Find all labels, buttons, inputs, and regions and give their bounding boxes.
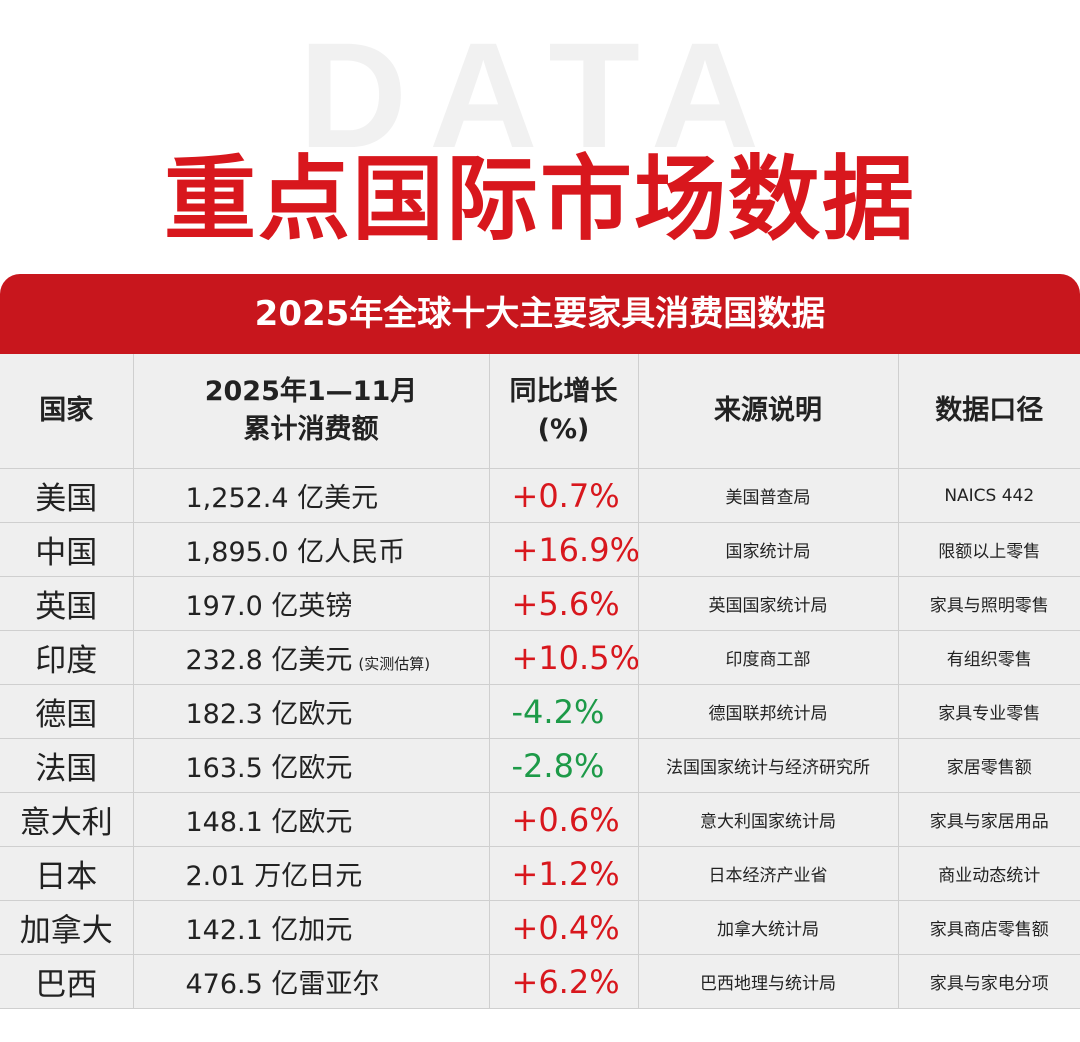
table-row: 加拿大 142.1 亿加元 +0.4% 加拿大统计局 家具商店零售额 bbox=[0, 900, 1080, 955]
header-scope: 数据口径 bbox=[897, 354, 1080, 469]
cell-country: 美国 bbox=[0, 468, 134, 523]
cell-scope: 限额以上零售 bbox=[897, 522, 1080, 577]
cell-source: 意大利国家统计局 bbox=[637, 792, 899, 847]
cell-source: 国家统计局 bbox=[637, 522, 899, 577]
value-amount: 2.01 万亿日元 bbox=[185, 861, 363, 892]
cell-growth: +0.6% bbox=[488, 792, 639, 847]
cell-value: 142.1 亿加元 bbox=[132, 900, 490, 955]
cell-scope: 家具商店零售额 bbox=[897, 900, 1080, 955]
cell-source: 美国普查局 bbox=[637, 468, 899, 523]
cell-scope: 家具与照明零售 bbox=[897, 576, 1080, 631]
table-row: 意大利 148.1 亿欧元 +0.6% 意大利国家统计局 家具与家居用品 bbox=[0, 792, 1080, 847]
cell-country: 德国 bbox=[0, 684, 134, 739]
cell-growth: +10.5% bbox=[488, 630, 639, 685]
cell-source: 英国国家统计局 bbox=[637, 576, 899, 631]
cell-country: 印度 bbox=[0, 630, 134, 685]
cell-scope: 家具与家电分项 bbox=[897, 954, 1080, 1009]
cell-value: 476.5 亿雷亚尔 bbox=[132, 954, 490, 1009]
cell-value: 163.5 亿欧元 bbox=[132, 738, 490, 793]
cell-country: 意大利 bbox=[0, 792, 134, 847]
cell-value: 1,252.4 亿美元 bbox=[132, 468, 490, 523]
value-amount: 197.0 亿英镑 bbox=[185, 591, 353, 622]
cell-value: 182.3 亿欧元 bbox=[132, 684, 490, 739]
table-row: 印度 232.8 亿美元 (实测估算) +10.5% 印度商工部 有组织零售 bbox=[0, 630, 1080, 685]
cell-growth: -2.8% bbox=[488, 738, 639, 793]
cell-growth: +16.9% bbox=[488, 522, 639, 577]
header-source: 来源说明 bbox=[637, 354, 899, 469]
cell-source: 印度商工部 bbox=[637, 630, 899, 685]
cell-source: 法国国家统计与经济研究所 bbox=[637, 738, 899, 793]
value-note: (实测估算) bbox=[358, 655, 431, 673]
value-amount: 148.1 亿欧元 bbox=[185, 807, 353, 838]
cell-growth: +6.2% bbox=[488, 954, 639, 1009]
cell-value: 148.1 亿欧元 bbox=[132, 792, 490, 847]
value-amount: 476.5 亿雷亚尔 bbox=[185, 969, 380, 1000]
watermark-text: DATA bbox=[298, 11, 782, 179]
cell-country: 中国 bbox=[0, 522, 134, 577]
table-row: 美国 1,252.4 亿美元 +0.7% 美国普查局 NAICS 442 bbox=[0, 468, 1080, 523]
header-value: 2025年1—11月 累计消费额 bbox=[132, 354, 490, 469]
cell-country: 英国 bbox=[0, 576, 134, 631]
cell-scope: 有组织零售 bbox=[897, 630, 1080, 685]
cell-scope: 家具与家居用品 bbox=[897, 792, 1080, 847]
table-row: 德国 182.3 亿欧元 -4.2% 德国联邦统计局 家具专业零售 bbox=[0, 684, 1080, 739]
cell-value: 1,895.0 亿人民币 bbox=[132, 522, 490, 577]
table-row: 中国 1,895.0 亿人民币 +16.9% 国家统计局 限额以上零售 bbox=[0, 522, 1080, 577]
data-table: 国家 2025年1—11月 累计消费额 同比增长 (%) 来源说明 数据口径 美国 1… bbox=[0, 354, 1080, 1009]
cell-value: 197.0 亿英镑 bbox=[132, 576, 490, 631]
cell-scope: 家居零售额 bbox=[897, 738, 1080, 793]
table-row: 法国 163.5 亿欧元 -2.8% 法国国家统计与经济研究所 家居零售额 bbox=[0, 738, 1080, 793]
cell-scope: NAICS 442 bbox=[897, 468, 1080, 523]
value-amount: 163.5 亿欧元 bbox=[185, 753, 353, 784]
cell-scope: 家具专业零售 bbox=[897, 684, 1080, 739]
cell-value: 232.8 亿美元 (实测估算) bbox=[132, 630, 490, 685]
cell-source: 加拿大统计局 bbox=[637, 900, 899, 955]
header-country: 国家 bbox=[0, 354, 134, 469]
value-amount: 1,895.0 亿人民币 bbox=[185, 537, 406, 568]
table-row: 日本 2.01 万亿日元 +1.2% 日本经济产业省 商业动态统计 bbox=[0, 846, 1080, 901]
page-title: 重点国际市场数据 bbox=[163, 146, 916, 253]
cell-source: 德国联邦统计局 bbox=[637, 684, 899, 739]
value-amount: 142.1 亿加元 bbox=[185, 915, 353, 946]
header-growth: 同比增长 (%) bbox=[488, 354, 639, 469]
table-banner: 2025年全球十大主要家具消费国数据 bbox=[0, 274, 1080, 354]
value-amount: 1,252.4 亿美元 bbox=[185, 483, 379, 514]
header-row: 国家 2025年1—11月 累计消费额 同比增长 (%) 来源说明 数据口径 bbox=[0, 354, 1080, 469]
cell-growth: +1.2% bbox=[488, 846, 639, 901]
table-row: 巴西 476.5 亿雷亚尔 +6.2% 巴西地理与统计局 家具与家电分项 bbox=[0, 954, 1080, 1009]
cell-growth: +5.6% bbox=[488, 576, 639, 631]
cell-country: 日本 bbox=[0, 846, 134, 901]
cell-scope: 商业动态统计 bbox=[897, 846, 1080, 901]
cell-value: 2.01 万亿日元 bbox=[132, 846, 490, 901]
cell-source: 巴西地理与统计局 bbox=[637, 954, 899, 1009]
table-row: 英国 197.0 亿英镑 +5.6% 英国国家统计局 家具与照明零售 bbox=[0, 576, 1080, 631]
value-amount: 232.8 亿美元 bbox=[185, 645, 353, 676]
cell-growth: -4.2% bbox=[488, 684, 639, 739]
cell-country: 加拿大 bbox=[0, 900, 134, 955]
cell-source: 日本经济产业省 bbox=[637, 846, 899, 901]
cell-country: 巴西 bbox=[0, 954, 134, 1009]
value-amount: 182.3 亿欧元 bbox=[185, 699, 353, 730]
cell-growth: +0.4% bbox=[488, 900, 639, 955]
cell-growth: +0.7% bbox=[488, 468, 639, 523]
cell-country: 法国 bbox=[0, 738, 134, 793]
